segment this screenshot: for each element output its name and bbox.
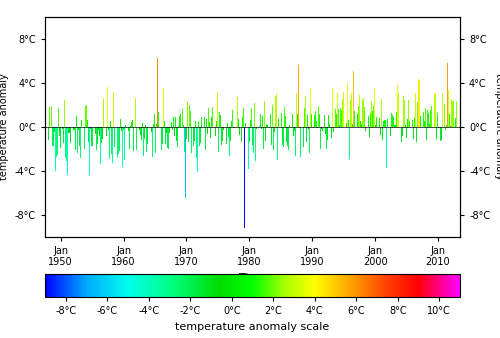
X-axis label: Time: Time [239, 273, 266, 283]
Y-axis label: temperature anomaly: temperature anomaly [494, 73, 500, 180]
Y-axis label: temperature anomaly: temperature anomaly [0, 73, 10, 180]
X-axis label: temperature anomaly scale: temperature anomaly scale [176, 322, 330, 332]
